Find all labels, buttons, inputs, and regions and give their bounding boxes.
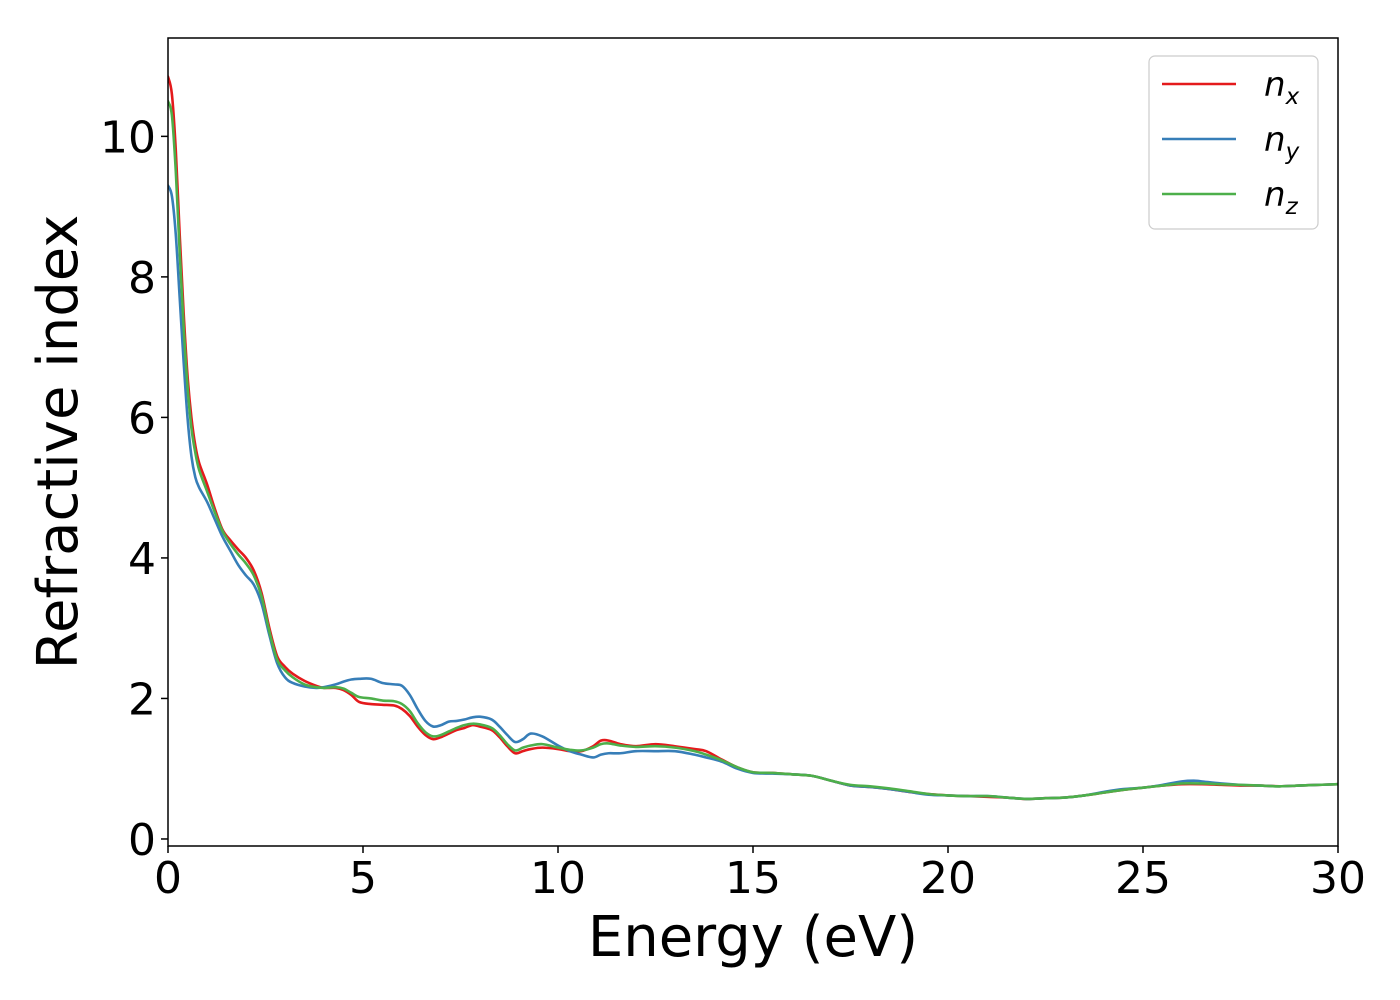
x-tick-label: 5 [349,853,377,904]
x-tick-label: 25 [1115,853,1171,904]
x-tick-label: 30 [1310,853,1366,904]
legend-label-y: ny [1264,120,1300,165]
legend-box [1148,55,1319,230]
x-axis-ticks: 0 5 10 15 20 25 30 [154,846,1366,904]
series-line-z [168,99,1338,801]
x-tick-label: 20 [920,853,976,904]
y-tick-label: 2 [128,674,156,725]
y-tick-label: 10 [100,112,156,163]
legend-label-subscript: z [1285,194,1299,220]
legend-label-base: n [1264,175,1286,215]
legend-label-subscript: x [1285,84,1300,110]
series-layer [168,75,1338,801]
legend-label-x: nx [1264,65,1300,110]
legend-label-subscript: y [1285,139,1300,165]
x-tick-label: 10 [530,853,586,904]
y-tick-label: 8 [128,253,156,304]
y-axis-title: Refractive index [26,215,91,670]
y-tick-label: 0 [128,815,156,866]
legend-label-base: n [1264,120,1286,160]
x-tick-label: 0 [154,853,182,904]
y-axis-ticks: 0 2 4 6 8 10 [100,112,168,866]
y-tick-label: 6 [128,393,156,444]
x-tick-label: 15 [725,853,781,904]
x-axis-title: Energy (eV) [588,905,918,970]
y-tick-label: 4 [128,534,156,585]
legend-label-z: nz [1264,175,1299,220]
legend-label-base: n [1264,65,1286,105]
